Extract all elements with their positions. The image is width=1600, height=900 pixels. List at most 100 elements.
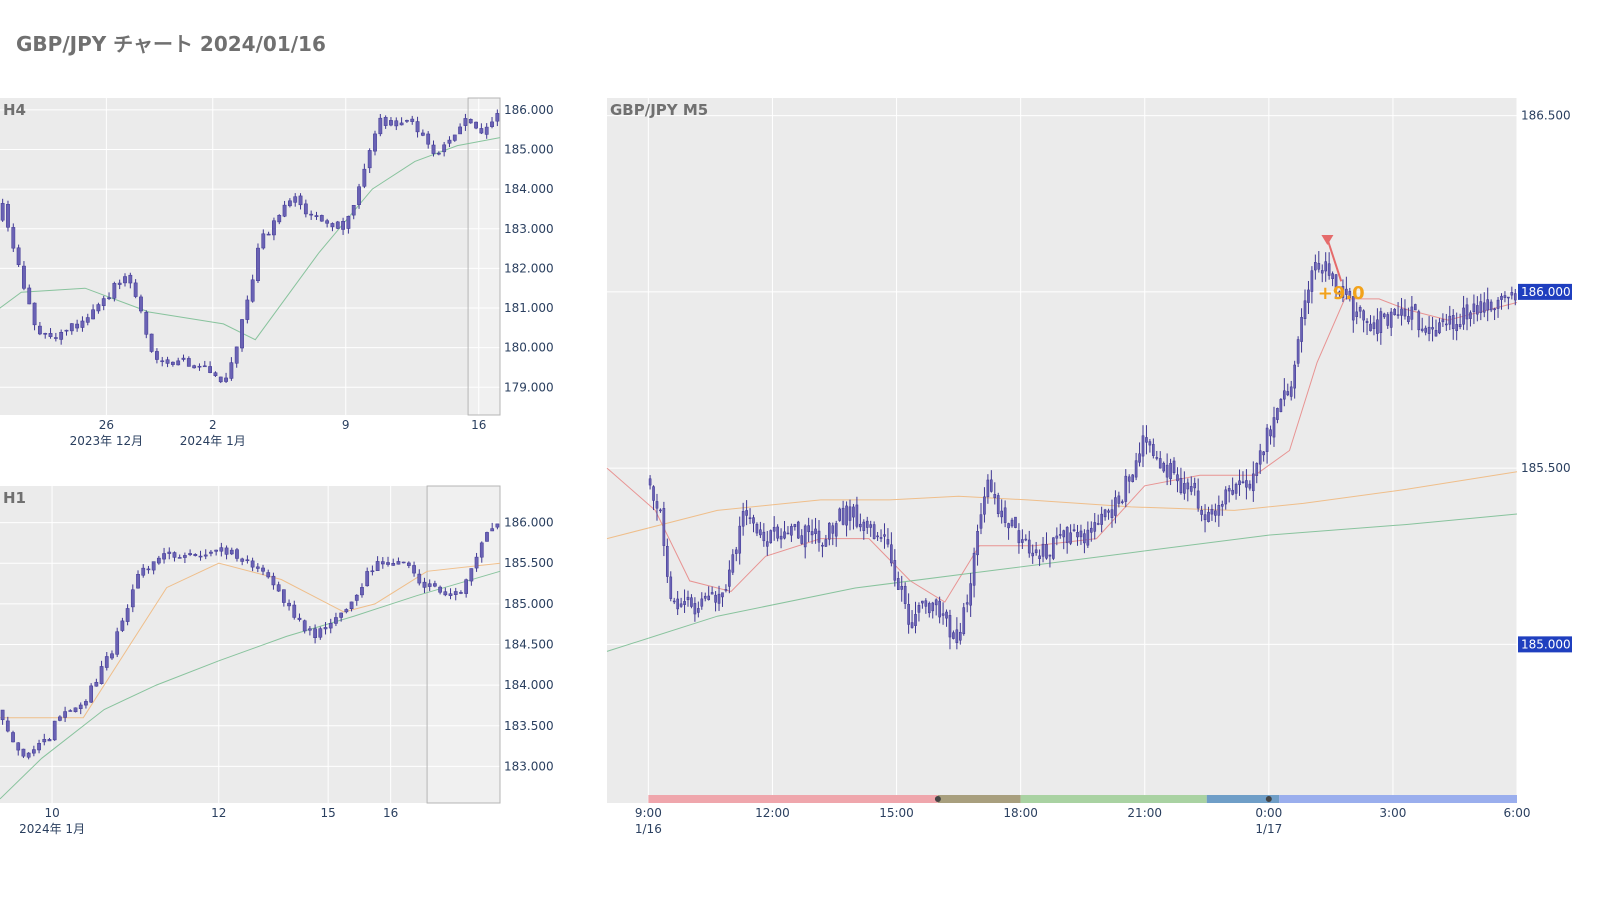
m5-candle-body bbox=[772, 526, 776, 532]
h4-candle-body bbox=[234, 346, 239, 364]
m5-candle-body bbox=[1189, 486, 1193, 492]
page-title: GBP/JPY チャート 2024/01/16 bbox=[16, 32, 326, 56]
h4-candle-body bbox=[112, 283, 117, 299]
m5-candle-body bbox=[972, 552, 976, 586]
h1-candle-body bbox=[52, 720, 57, 741]
m5-candle-body bbox=[1045, 544, 1048, 559]
m5-candle-body bbox=[1338, 291, 1341, 295]
m5-candle-body bbox=[1103, 509, 1107, 518]
h4-y-tick-label: 185.000 bbox=[504, 143, 554, 157]
m5-candle-body bbox=[1200, 510, 1203, 515]
h4-candle-body bbox=[107, 297, 111, 299]
m5-candle-body bbox=[1089, 527, 1093, 533]
h1-candle-body bbox=[490, 528, 495, 532]
h4-candle-body bbox=[474, 121, 478, 129]
h1-candle-body bbox=[58, 716, 62, 721]
m5-candle-body bbox=[1503, 295, 1507, 298]
h4-candle-body bbox=[240, 319, 244, 349]
h1-candle-body bbox=[94, 681, 99, 687]
m5-candle-body bbox=[1469, 312, 1472, 319]
m5-candle-body bbox=[1127, 476, 1131, 482]
h4-candle-body bbox=[69, 323, 74, 332]
m5-candle-body bbox=[1479, 301, 1483, 313]
m5-candle-body bbox=[765, 541, 769, 547]
h1-candle-body bbox=[443, 591, 448, 596]
m5-candle-body bbox=[1152, 444, 1155, 456]
h1-candle-body bbox=[302, 620, 307, 632]
h4-candle-body bbox=[287, 200, 292, 207]
h4-candle-body bbox=[468, 119, 473, 124]
m5-candle-body bbox=[679, 603, 683, 607]
m5-candle-body bbox=[1386, 314, 1390, 326]
m5-candle-body bbox=[1451, 315, 1455, 330]
m5-session-dot bbox=[934, 796, 941, 802]
m5-candle-body bbox=[779, 535, 783, 540]
h4-candle-body bbox=[362, 168, 367, 187]
m5-candle-body bbox=[776, 526, 779, 539]
m5-candle-body bbox=[741, 511, 745, 527]
h4-candle-body bbox=[208, 366, 213, 373]
m5-x-tick-sublabel: 1/16 bbox=[635, 822, 662, 836]
h1-candle-body bbox=[292, 604, 297, 618]
m5-session-segment bbox=[1020, 795, 1207, 803]
h1-candle-body bbox=[485, 532, 489, 542]
h4-candle-body bbox=[490, 121, 494, 127]
h4-candle-body bbox=[48, 333, 53, 337]
m5-candle-body bbox=[683, 601, 686, 605]
m5-candle-body bbox=[914, 614, 917, 626]
m5-candle-body bbox=[883, 534, 886, 537]
h1-candle-body bbox=[156, 557, 161, 564]
h4-candle-body bbox=[314, 215, 319, 217]
m5-candle-body bbox=[910, 622, 914, 628]
m5-candle-body bbox=[1038, 555, 1041, 559]
m5-candle-body bbox=[1458, 324, 1462, 328]
m5-session-segment bbox=[1279, 795, 1517, 803]
m5-candle-body bbox=[652, 486, 655, 501]
m5-candle-body bbox=[952, 632, 955, 639]
m5-candle-body bbox=[759, 529, 762, 536]
h1-candle-body bbox=[42, 738, 47, 743]
m5-candle-body bbox=[714, 594, 717, 603]
m5-candle-body bbox=[1203, 514, 1207, 521]
h4-candle-body bbox=[229, 362, 234, 379]
m5-candle-body bbox=[793, 524, 797, 528]
h1-candle-body bbox=[401, 561, 406, 564]
h1-candle-body bbox=[141, 567, 146, 576]
m5-candle-body bbox=[876, 535, 879, 538]
h4-candle-body bbox=[91, 309, 95, 320]
m5-candle-body bbox=[1207, 511, 1210, 522]
m5-candle-body bbox=[1486, 299, 1490, 311]
m5-candle-body bbox=[955, 629, 959, 644]
m5-candle-body bbox=[855, 504, 859, 527]
m5-candle-body bbox=[666, 546, 669, 577]
h4-ma-line-1 bbox=[0, 137, 501, 341]
h1-candle-body bbox=[313, 628, 317, 638]
h4-candle-body bbox=[256, 247, 260, 282]
h1-candle-body bbox=[334, 617, 338, 624]
h1-candle-body bbox=[219, 547, 224, 552]
h1-candle-body bbox=[99, 666, 104, 684]
h1-candle-body bbox=[287, 602, 291, 607]
m5-candle-body bbox=[838, 508, 841, 521]
m5-candle-body bbox=[1369, 323, 1372, 332]
h1-candles bbox=[0, 522, 500, 760]
m5-candle-body bbox=[1251, 473, 1255, 492]
m5-candle-body bbox=[783, 531, 786, 539]
m5-candle-body bbox=[886, 539, 890, 545]
m5-candle-body bbox=[1169, 463, 1172, 480]
h4-y-tick-label: 186.000 bbox=[504, 103, 554, 117]
m5-candle-body bbox=[1027, 539, 1031, 554]
m5-candle-body bbox=[1448, 315, 1452, 325]
m5-candle-body bbox=[1041, 543, 1045, 557]
h1-candle-body bbox=[78, 704, 83, 709]
h1-candle-body bbox=[396, 561, 401, 565]
h4-candle-body bbox=[133, 282, 138, 297]
h4-candle-body bbox=[144, 311, 149, 335]
m5-candle-body bbox=[896, 578, 900, 590]
h1-candle-body bbox=[349, 601, 354, 610]
m5-candle-body bbox=[1465, 304, 1469, 320]
h1-candle-body bbox=[344, 609, 349, 613]
h4-candle-body bbox=[495, 113, 500, 122]
h4-candle-body bbox=[139, 296, 143, 312]
m5-candle-body bbox=[1241, 481, 1245, 484]
